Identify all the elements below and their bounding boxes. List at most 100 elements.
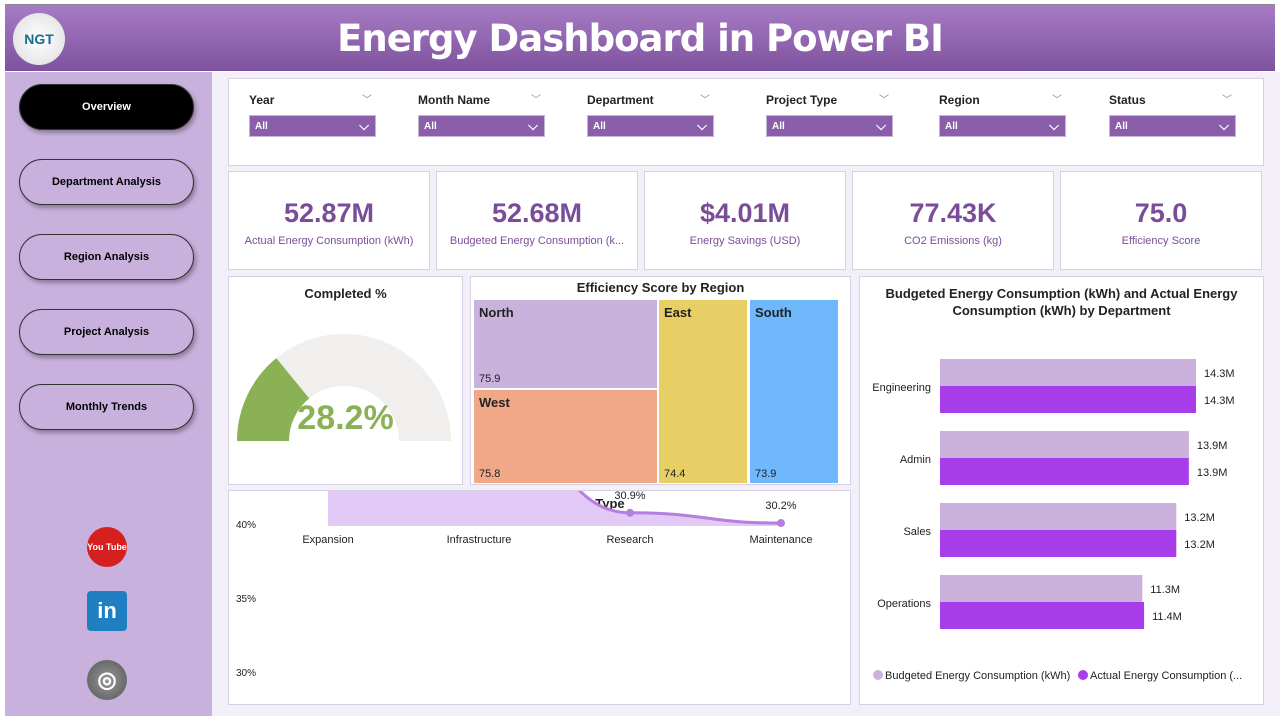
filter-label: Project Type	[766, 93, 838, 107]
filter-dropdown[interactable]: All ⌵	[1109, 115, 1236, 137]
bar-chart: Engineering 14.3M 14.3M Admin 13.9M 13.9M Sale…	[872, 359, 1242, 682]
filter-dropdown[interactable]: All ⌵	[249, 115, 376, 137]
kpi-label: Energy Savings (USD)	[689, 235, 801, 247]
treemap-value: 73.9	[755, 468, 777, 480]
chevron-down-icon: ⌵	[1219, 118, 1229, 133]
chevron-down-icon[interactable]: ﹀	[1052, 95, 1062, 106]
logo-text: NGT	[24, 31, 54, 47]
kpi-label: Efficiency Score	[1121, 235, 1201, 247]
nav-project-analysis[interactable]: Project Analysis	[19, 309, 194, 355]
kpi-card: $4.01M Energy Savings (USD)	[644, 171, 846, 270]
chevron-down-icon: ⌵	[528, 118, 538, 133]
gauge-chart	[237, 334, 451, 441]
y-tick-label: 35%	[236, 594, 256, 605]
nav-overview[interactable]: Overview	[19, 84, 194, 130]
treemap-label: North	[479, 305, 514, 320]
legend-marker	[873, 670, 883, 680]
kpi-label: CO2 Emissions (kg)	[904, 235, 1002, 247]
kpi-card: 52.68M Budgeted Energy Consumption (k...	[436, 171, 638, 270]
area-chart: 40%35%30%39.1%Expansion38.3%Infrastructu…	[236, 491, 813, 679]
bar[interactable]	[940, 503, 1177, 530]
nav-monthly-trends[interactable]: Monthly Trends	[19, 384, 194, 430]
data-label: 30.9%	[614, 491, 645, 502]
legend-label: Budgeted Energy Consumption (kWh)	[885, 670, 1070, 682]
kpi-value: 75.0	[1134, 198, 1188, 228]
chevron-down-icon[interactable]: ﹀	[531, 95, 541, 106]
kpi-value: 52.87M	[283, 198, 375, 228]
treemap-value: 75.8	[479, 468, 501, 480]
y-tick-label: 40%	[236, 520, 256, 531]
y-tick-label: 30%	[236, 668, 256, 679]
header-banner: NGT Energy Dashboard in Power BI	[5, 4, 1275, 71]
bar[interactable]	[940, 431, 1189, 458]
treemap-tile-west[interactable]: West 75.8	[474, 390, 657, 483]
kpi-value: 77.43K	[909, 198, 997, 228]
nav-department-analysis[interactable]: Department Analysis	[19, 159, 194, 205]
chevron-down-icon: ⌵	[1049, 118, 1059, 133]
legend-marker	[1078, 670, 1088, 680]
gauge-fill	[237, 358, 310, 441]
filter-dropdown[interactable]: All ⌵	[939, 115, 1066, 137]
bar[interactable]	[940, 575, 1143, 602]
treemap-title: Efficiency Score by Region	[576, 280, 745, 295]
gauge-card: Completed % 28.2%	[228, 276, 463, 485]
kpi-label: Budgeted Energy Consumption (k...	[449, 235, 625, 247]
chevron-down-icon: ⌵	[359, 118, 369, 133]
bar-data-label: 13.2M	[1184, 539, 1215, 551]
legend-label: Actual Energy Consumption (...	[1090, 670, 1242, 682]
bar-data-label: 13.2M	[1184, 512, 1215, 524]
filter-panel: Year ﹀ All ⌵ Month Name ﹀ All ⌵ Department ﹀…	[228, 78, 1264, 166]
kpi-label: Actual Energy Consumption (kWh)	[244, 235, 414, 247]
filter-label: Status	[1109, 93, 1146, 107]
area-chart-card: On Track % by Project Type 40%35%30%39.1…	[228, 490, 851, 705]
chevron-down-icon[interactable]: ﹀	[700, 95, 710, 106]
treemap-value: 74.4	[664, 468, 686, 480]
filter-label: Year	[249, 93, 275, 107]
y-category-label: Operations	[877, 598, 931, 610]
treemap-tile-south[interactable]: South 73.9	[750, 300, 838, 483]
chevron-down-icon[interactable]: ﹀	[1222, 95, 1232, 106]
chevron-down-icon[interactable]: ﹀	[879, 95, 889, 106]
bar-data-label: 11.3M	[1150, 584, 1180, 596]
bar[interactable]	[940, 359, 1196, 386]
youtube-icon[interactable]: You Tube	[87, 527, 127, 567]
bar[interactable]	[940, 386, 1196, 413]
area-fill	[328, 491, 781, 526]
filter-dropdown[interactable]: All ⌵	[766, 115, 893, 137]
kpi-card: 77.43K CO2 Emissions (kg)	[852, 171, 1054, 270]
data-point[interactable]	[777, 519, 785, 528]
globe-icon[interactable]: ◎	[87, 660, 127, 700]
page-title: Energy Dashboard in Power BI	[337, 17, 944, 60]
sidebar: Overview Department Analysis Region Anal…	[5, 72, 212, 716]
y-category-label: Engineering	[872, 382, 931, 394]
chevron-down-icon[interactable]: ﹀	[362, 95, 372, 106]
treemap-tile-north[interactable]: North 75.9	[474, 300, 657, 388]
x-tick-label: Maintenance	[750, 534, 813, 546]
x-tick-label: Infrastructure	[447, 534, 512, 546]
kpi-card: 75.0 Efficiency Score	[1060, 171, 1262, 270]
kpi-value: 52.68M	[491, 198, 583, 228]
linkedin-icon[interactable]: in	[87, 591, 127, 631]
bar[interactable]	[940, 530, 1177, 557]
filter-label: Department	[587, 93, 654, 107]
kpi-card: 52.87M Actual Energy Consumption (kWh)	[228, 171, 430, 270]
treemap-label: South	[755, 305, 792, 320]
kpi-value: $4.01M	[699, 198, 791, 228]
main-canvas: Year ﹀ All ⌵ Month Name ﹀ All ⌵ Department ﹀…	[212, 72, 1280, 716]
filter-dropdown[interactable]: All ⌵	[587, 115, 714, 137]
filter-dropdown[interactable]: All ⌵	[418, 115, 545, 137]
nav-region-analysis[interactable]: Region Analysis	[19, 234, 194, 280]
x-tick-label: Research	[606, 534, 653, 546]
data-point[interactable]	[626, 508, 634, 517]
bar-data-label: 13.9M	[1197, 467, 1228, 479]
bar-data-label: 14.3M	[1204, 395, 1235, 407]
filter-label: Month Name	[418, 93, 490, 107]
treemap-tile-east[interactable]: East 74.4	[659, 300, 747, 483]
bar[interactable]	[940, 602, 1145, 629]
chevron-down-icon: ⌵	[697, 118, 707, 133]
chevron-down-icon: ⌵	[876, 118, 886, 133]
bar-data-label: 11.4M	[1152, 611, 1182, 623]
bar[interactable]	[940, 458, 1189, 485]
area-line	[577, 491, 782, 525]
gauge-title: Completed %	[304, 286, 387, 301]
